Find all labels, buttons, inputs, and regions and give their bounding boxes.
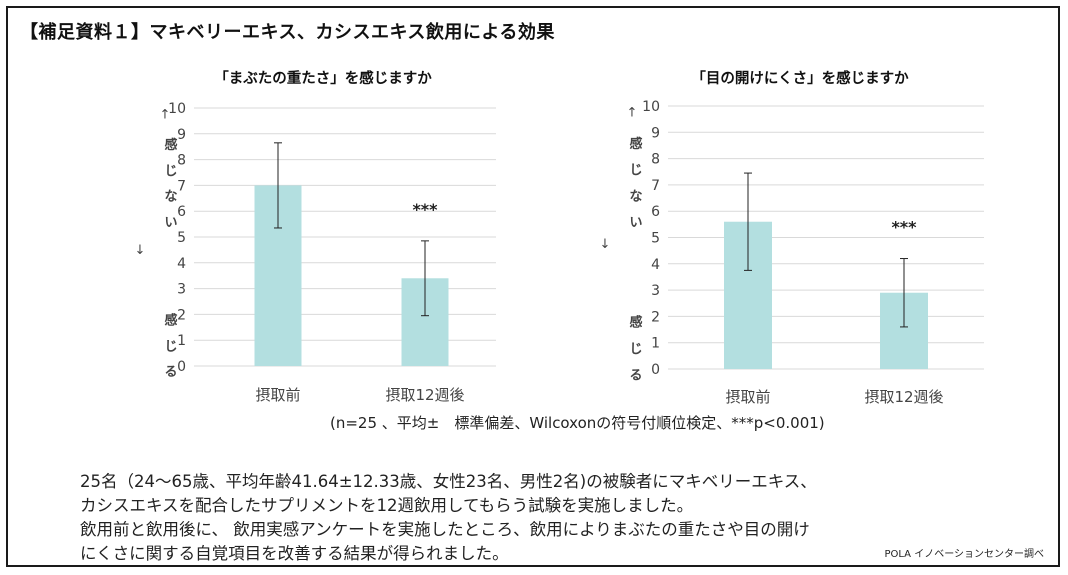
- y-tick-label: 8: [177, 153, 186, 169]
- chart-title: 「まぶたの重たさ」を感じますか: [214, 69, 432, 87]
- description-line: カシスエキスを配合したサプリメントを12週飲用してもらう試験を実施しました。: [80, 496, 694, 515]
- y-tick-label: 3: [651, 283, 660, 299]
- y-axis-label-glyph: じ: [629, 163, 642, 178]
- y-axis-label-glyph: ↓: [600, 237, 611, 252]
- y-tick-label: 3: [177, 282, 186, 298]
- y-axis-label-glyph: 感: [629, 136, 642, 152]
- y-tick-label: 6: [177, 204, 186, 220]
- chart-title: 「目の開けにくさ」を感じますか: [691, 69, 909, 87]
- source-credit: POLA イノベーションセンター調べ: [884, 549, 1044, 560]
- category-label: 摂取12週後: [864, 388, 943, 406]
- y-tick-label: 0: [651, 362, 660, 378]
- y-tick-label: 9: [177, 127, 186, 143]
- y-tick-label: 4: [177, 256, 186, 272]
- y-tick-label: 2: [651, 309, 660, 325]
- y-tick-label: 4: [651, 257, 660, 273]
- y-tick-label: 5: [651, 231, 660, 247]
- y-axis-label-glyph: 感: [164, 313, 177, 329]
- y-axis-label-glyph: じ: [629, 342, 642, 357]
- y-axis-label-glyph: 感: [164, 137, 177, 153]
- y-axis-label-glyph: 感: [629, 315, 642, 331]
- description: 25名（24～65歳、平均年齢41.64±12.33歳、女性23名、男性2名)の…: [80, 470, 817, 566]
- significance-marker: ***: [412, 200, 438, 219]
- category-label: 摂取前: [725, 388, 770, 406]
- y-tick-label: 9: [651, 125, 660, 141]
- y-tick-label: 0: [177, 359, 186, 375]
- y-axis-label-glyph: ↓: [135, 243, 146, 258]
- y-tick-label: 1: [177, 333, 186, 349]
- category-label: 摂取前: [255, 386, 300, 404]
- y-tick-label: 8: [651, 152, 660, 168]
- y-tick-label: 10: [642, 99, 660, 115]
- y-tick-label: 1: [651, 336, 660, 352]
- figure-frame: 【補足資料１】マキベリーエキス、カシスエキス飲用による効果 「まぶたの重たさ」を…: [6, 6, 1060, 567]
- y-axis-label-glyph: な: [629, 189, 642, 204]
- y-axis-label-glyph: る: [164, 365, 177, 380]
- y-axis-label-glyph: る: [629, 368, 642, 383]
- charts-canvas: 「まぶたの重たさ」を感じますか012345678910↑感じない↓感じる摂取前*…: [135, 69, 984, 406]
- description-line: にくさに関する自覚項目を改善する結果が得られました。: [80, 544, 509, 563]
- chart-footnote: (n=25 、平均± 標準偏差、Wilcoxonの符号付順位検定、***p<0.…: [330, 414, 825, 432]
- y-axis-label-glyph: い: [164, 216, 177, 231]
- category-label: 摂取12週後: [385, 386, 464, 404]
- y-tick-label: 5: [177, 230, 186, 246]
- y-axis-label-glyph: ↑: [627, 106, 638, 121]
- description-line: 25名（24～65歳、平均年齢41.64±12.33歳、女性23名、男性2名)の…: [80, 472, 817, 491]
- description-line: 飲用前と飲用後に、 飲用実感アンケートを実施したところ、飲用によりまぶたの重たさ…: [80, 520, 810, 539]
- y-tick-label: 7: [177, 178, 186, 194]
- y-axis-label-glyph: な: [164, 190, 177, 205]
- chart-eye-opening-difficulty: 「目の開けにくさ」を感じますか012345678910↑感じない↓感じる摂取前*…: [600, 69, 984, 406]
- y-axis-label-glyph: ↑: [160, 107, 171, 122]
- y-axis-label-glyph: じ: [164, 164, 177, 179]
- y-tick-label: 2: [177, 307, 186, 323]
- page-title: 【補足資料１】マキベリーエキス、カシスエキス飲用による効果: [20, 22, 555, 43]
- chart-eyelid-heaviness: 「まぶたの重たさ」を感じますか012345678910↑感じない↓感じる摂取前*…: [135, 69, 496, 404]
- y-axis-label-glyph: い: [629, 216, 642, 231]
- significance-marker: ***: [891, 218, 917, 237]
- y-tick-label: 6: [651, 204, 660, 220]
- y-tick-label: 10: [168, 101, 186, 117]
- y-axis-label-glyph: じ: [164, 339, 177, 354]
- y-tick-label: 7: [651, 178, 660, 194]
